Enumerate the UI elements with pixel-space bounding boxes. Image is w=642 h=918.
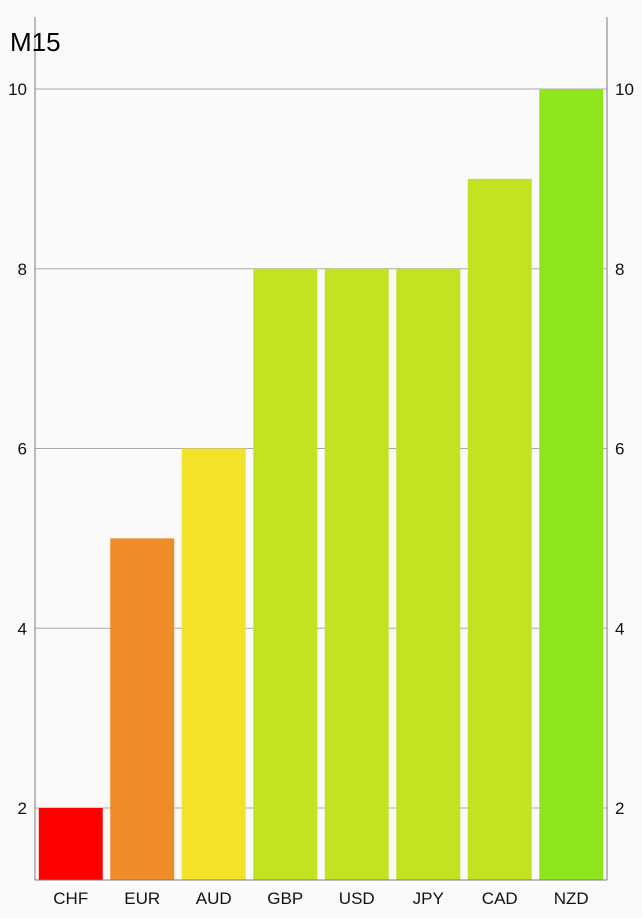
bar-gbp xyxy=(253,268,318,880)
y-tick-label-right: 4 xyxy=(615,619,624,638)
y-tick-label-left: 8 xyxy=(18,260,27,279)
bars xyxy=(38,89,604,880)
tick-labels: 2 2 4 4 6 6 8 8 10 10 xyxy=(8,80,634,818)
x-tick-label: CAD xyxy=(482,889,518,908)
y-tick-label-right: 2 xyxy=(615,799,624,818)
y-tick-label-left: 6 xyxy=(18,440,27,459)
y-tick-label-right: 10 xyxy=(615,80,634,99)
y-tick-label-left: 4 xyxy=(18,619,27,638)
bar-cad xyxy=(467,178,532,880)
x-tick-label: JPY xyxy=(413,889,444,908)
x-tick-label: EUR xyxy=(124,889,160,908)
bar-eur xyxy=(110,538,175,880)
x-tick-label: USD xyxy=(339,889,375,908)
x-tick-label: AUD xyxy=(196,889,232,908)
y-tick-label-left: 2 xyxy=(18,799,27,818)
x-tick-label: GBP xyxy=(267,889,303,908)
axes xyxy=(34,17,608,881)
bar-nzd xyxy=(539,89,604,880)
x-tick-label: NZD xyxy=(554,889,589,908)
bar-usd xyxy=(324,268,389,880)
bar-aud xyxy=(181,448,246,880)
chart-title: M15 xyxy=(10,27,61,57)
bar-jpy xyxy=(396,268,461,880)
category-labels: CHF EUR AUD GBP USD JPY CAD NZD xyxy=(53,889,588,908)
y-tick-label-right: 8 xyxy=(615,260,624,279)
bar-chf xyxy=(38,808,103,880)
x-tick-label: CHF xyxy=(53,889,88,908)
y-tick-label-left: 10 xyxy=(8,80,27,99)
y-tick-label-right: 6 xyxy=(615,440,624,459)
